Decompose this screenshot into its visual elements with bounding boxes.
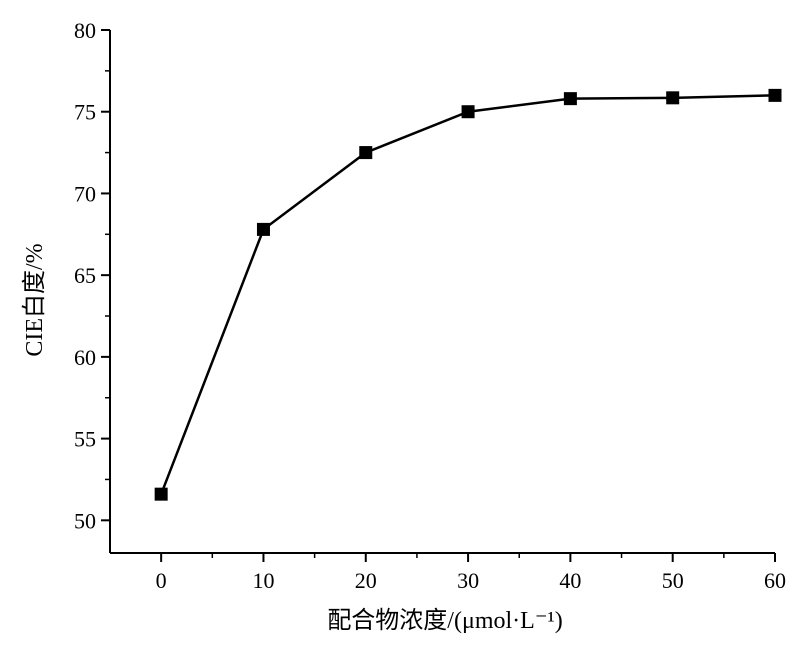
x-tick-label: 20 — [355, 568, 377, 593]
data-point-marker — [461, 105, 475, 119]
x-tick-label: 30 — [457, 568, 479, 593]
y-tick-label: 75 — [74, 100, 96, 125]
x-tick-label: 40 — [559, 568, 581, 593]
y-tick-label: 50 — [74, 508, 96, 533]
y-tick-label: 70 — [74, 181, 96, 206]
x-tick-label: 60 — [764, 568, 786, 593]
data-point-marker — [359, 146, 373, 160]
data-point-marker — [154, 487, 168, 501]
y-tick-label: 80 — [74, 18, 96, 43]
y-ticks: 50 55 60 65 70 75 80 — [74, 18, 110, 533]
data-point-marker — [563, 92, 577, 106]
y-tick-label: 55 — [74, 427, 96, 452]
data-point-marker — [768, 88, 782, 102]
axes — [109, 30, 775, 554]
data-point-marker — [666, 91, 680, 105]
y-tick-label: 60 — [74, 345, 96, 370]
x-ticks: 0 10 20 30 40 50 60 — [156, 553, 786, 593]
x-tick-label: 50 — [662, 568, 684, 593]
series-group — [154, 88, 782, 501]
y-tick-label: 65 — [74, 263, 96, 288]
x-axis-label: 配合物浓度/(μmol·L⁻¹) — [327, 607, 562, 634]
y-axis-label: CIE白度/% — [21, 243, 48, 356]
x-tick-label: 10 — [252, 568, 274, 593]
x-tick-label: 0 — [156, 568, 167, 593]
series-line — [159, 94, 776, 495]
data-point-marker — [256, 222, 270, 236]
